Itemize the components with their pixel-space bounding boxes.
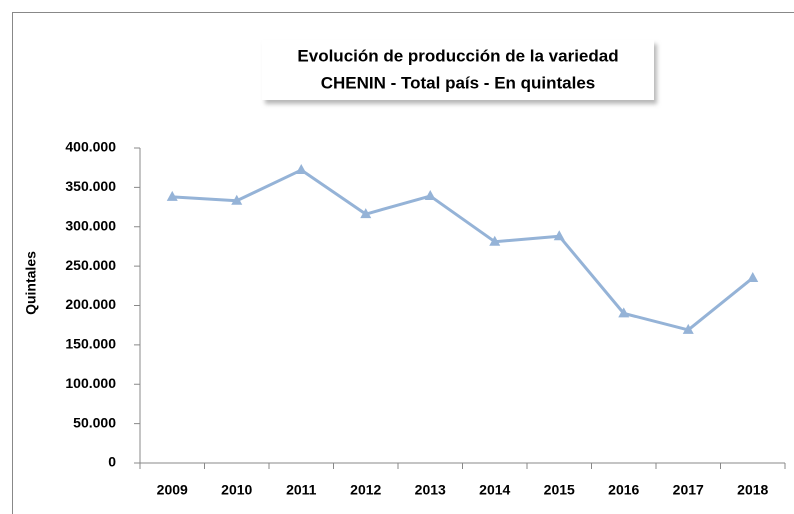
x-tick-label: 2009 <box>157 482 188 498</box>
marker <box>166 190 178 201</box>
x-tick-label: 2016 <box>608 482 639 498</box>
marker <box>553 230 565 241</box>
y-tick-label: 250.000 <box>65 257 116 273</box>
line <box>172 168 754 332</box>
y-tick-label: 150.000 <box>65 336 116 352</box>
y-tick-label: 350.000 <box>65 178 116 194</box>
y-tick-label: 50.000 <box>73 414 116 430</box>
chart-title: Evolución de producción de la variedad <box>297 46 618 65</box>
x-tick-label: 2011 <box>286 482 317 498</box>
chart-title: CHENIN - Total país - En quintales <box>321 73 596 92</box>
y-tick-label: 400.000 <box>65 139 116 155</box>
marker <box>231 194 243 205</box>
x-tick-label: 2017 <box>673 482 704 498</box>
y-tick-label: 200.000 <box>65 296 116 312</box>
y-tick-label: 0 <box>108 454 116 470</box>
marker <box>618 307 630 318</box>
x-tick-label: 2015 <box>544 482 575 498</box>
marker <box>682 323 694 334</box>
x-tick-label: 2014 <box>479 482 510 498</box>
y-tick-label: 300.000 <box>65 217 116 233</box>
title-box <box>262 40 654 100</box>
marker <box>360 208 372 219</box>
y-axis-label: Quintales <box>23 251 39 315</box>
x-tick-label: 2013 <box>415 482 446 498</box>
x-tick-label: 2018 <box>737 482 768 498</box>
marker <box>295 164 307 175</box>
marker <box>424 190 436 201</box>
y-tick-label: 100.000 <box>65 375 116 391</box>
x-tick-label: 2012 <box>350 482 381 498</box>
marker <box>489 235 501 246</box>
marker <box>747 271 759 282</box>
x-tick-label: 2010 <box>221 482 252 498</box>
